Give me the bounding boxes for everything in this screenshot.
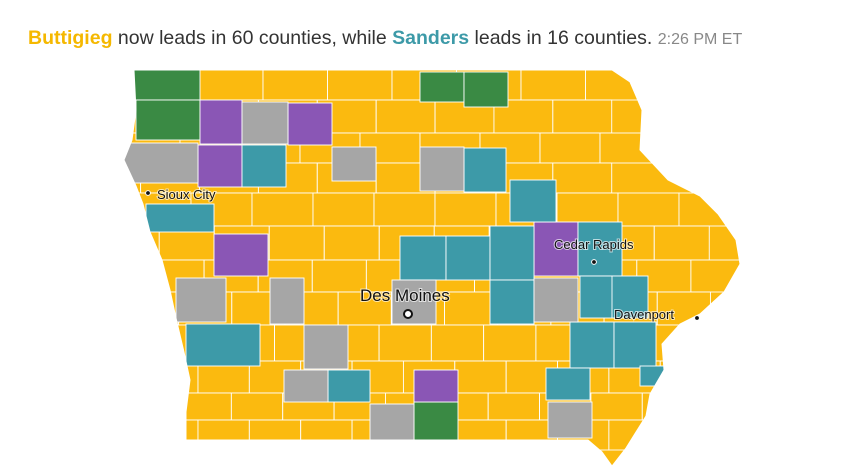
county [445, 235, 491, 281]
county [378, 324, 432, 362]
county [569, 321, 615, 369]
county [659, 419, 713, 451]
county [590, 392, 643, 421]
candidate-buttigieg-label: Buttigieg [28, 27, 113, 49]
timestamp: 2:26 PM ET [657, 31, 743, 48]
county [185, 323, 261, 367]
county [145, 203, 215, 233]
county [369, 403, 415, 441]
county [327, 70, 393, 101]
county [413, 369, 459, 403]
county [399, 235, 447, 281]
headline-text-b: leads in 16 counties. [469, 27, 658, 49]
county [262, 70, 328, 101]
county [463, 71, 509, 108]
county [373, 192, 436, 227]
county [124, 142, 199, 184]
county [337, 291, 392, 326]
county [444, 291, 499, 326]
des-moines-label: Des Moines [360, 286, 450, 305]
county [552, 162, 613, 194]
sioux-city-marker [145, 190, 151, 196]
county [693, 392, 740, 421]
county [327, 369, 371, 403]
county [611, 275, 649, 319]
county [146, 419, 199, 451]
county [547, 401, 593, 439]
county [419, 146, 465, 192]
county [241, 101, 289, 145]
cedar-rapids-marker [591, 259, 597, 265]
county [613, 321, 657, 369]
county [248, 419, 302, 451]
county [375, 99, 436, 134]
sioux-city-label: Sioux City [157, 187, 216, 202]
county [483, 324, 537, 362]
headline: Buttigieg now leads in 60 counties, whil… [28, 27, 742, 50]
county [489, 279, 535, 325]
candidate-sanders-label: Sanders [392, 27, 470, 49]
county [179, 392, 232, 421]
county [659, 360, 713, 394]
county [487, 392, 540, 421]
county [430, 324, 485, 362]
county [434, 192, 497, 227]
cedar-rapids-label: Cedar Rapids [554, 237, 634, 252]
county [303, 324, 349, 370]
county [489, 225, 535, 281]
county [323, 225, 380, 261]
county [653, 225, 710, 261]
county [545, 367, 591, 401]
davenport-marker [694, 315, 700, 321]
county [241, 144, 287, 188]
county [539, 132, 601, 164]
county [268, 225, 325, 261]
county [287, 102, 333, 146]
county [135, 99, 201, 141]
county [199, 99, 243, 145]
county [454, 360, 507, 394]
county [454, 419, 507, 451]
county [197, 144, 243, 188]
county [269, 277, 305, 325]
county [133, 70, 201, 101]
county [509, 179, 557, 223]
county [585, 70, 651, 101]
county [251, 192, 314, 227]
county [312, 192, 375, 227]
county [641, 392, 695, 421]
county [617, 192, 680, 227]
county [463, 147, 507, 193]
county [419, 71, 465, 103]
county [692, 324, 740, 362]
county [690, 259, 740, 293]
county [556, 192, 619, 227]
county [533, 277, 579, 323]
county [124, 291, 180, 326]
county [283, 369, 329, 403]
county [300, 419, 353, 451]
county [197, 419, 250, 451]
county [599, 132, 661, 164]
headline-text-a: now leads in 60 counties, while [112, 27, 393, 49]
county [198, 70, 264, 101]
county [678, 192, 740, 227]
county [413, 401, 459, 441]
des-moines-marker [403, 309, 413, 319]
county [124, 99, 142, 134]
county [311, 259, 367, 293]
davenport-label: Davenport [614, 307, 674, 322]
county [230, 392, 284, 421]
county [391, 279, 437, 325]
county [331, 146, 377, 182]
county [213, 233, 269, 277]
county [175, 277, 227, 323]
county [520, 70, 586, 101]
county [552, 99, 613, 134]
